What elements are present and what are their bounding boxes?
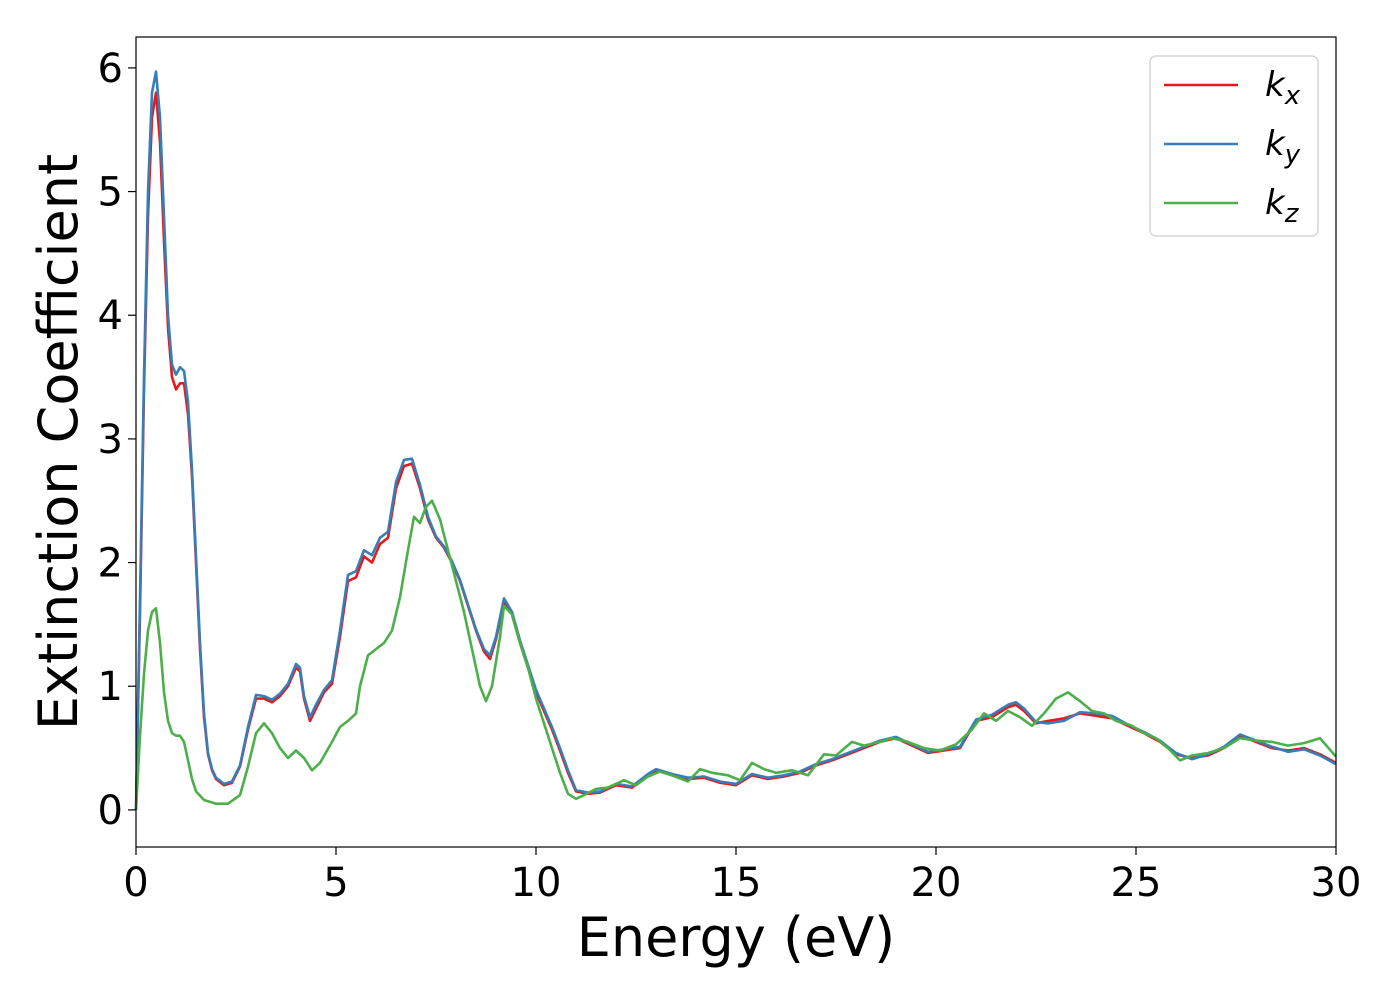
legend-label-x: kx — [1265, 65, 1301, 111]
y-axis-label: Extinction Coefficient — [27, 154, 90, 730]
legend-label-main: k — [1265, 65, 1286, 105]
x-tick-label: 5 — [323, 860, 348, 906]
x-tick-label: 0 — [123, 860, 148, 906]
y-tick-label: 5 — [98, 170, 123, 216]
y-tick-label: 0 — [98, 788, 123, 834]
series-line-y — [134, 70, 1337, 810]
y-tick-label: 6 — [98, 46, 123, 92]
y-axis: 0 1 2 3 4 5 6 — [98, 46, 136, 834]
series-line-z — [134, 499, 1337, 810]
legend-label-main: k — [1265, 183, 1286, 223]
x-axis-label: Energy (eV) — [577, 906, 896, 969]
y-tick-label: 4 — [98, 293, 123, 339]
legend-label-sub: x — [1284, 81, 1301, 111]
x-tick-label: 25 — [1111, 860, 1162, 906]
x-tick-label: 10 — [511, 860, 562, 906]
legend-label-y: ky — [1265, 124, 1301, 170]
y-tick-label: 2 — [98, 541, 123, 587]
legend-label-sub: y — [1284, 140, 1301, 170]
y-tick-label: 3 — [98, 417, 123, 463]
plot-lines — [134, 70, 1337, 810]
y-tick-label: 1 — [98, 664, 123, 710]
legend-label-sub: z — [1284, 199, 1300, 229]
legend-label-main: k — [1265, 124, 1286, 164]
x-tick-label: 15 — [711, 860, 762, 906]
x-axis: 0 5 10 15 20 25 30 — [123, 847, 1361, 906]
x-tick-label: 20 — [911, 860, 962, 906]
legend-label-z: kz — [1265, 183, 1300, 229]
legend-box — [1149, 55, 1319, 237]
x-tick-label: 30 — [1311, 860, 1362, 906]
